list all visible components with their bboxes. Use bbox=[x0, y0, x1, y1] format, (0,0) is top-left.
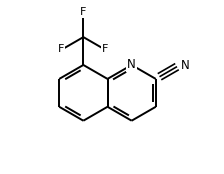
Text: F: F bbox=[102, 44, 108, 54]
Text: F: F bbox=[58, 44, 65, 54]
Text: N: N bbox=[181, 58, 190, 72]
Text: N: N bbox=[127, 58, 136, 72]
Text: F: F bbox=[80, 7, 86, 17]
